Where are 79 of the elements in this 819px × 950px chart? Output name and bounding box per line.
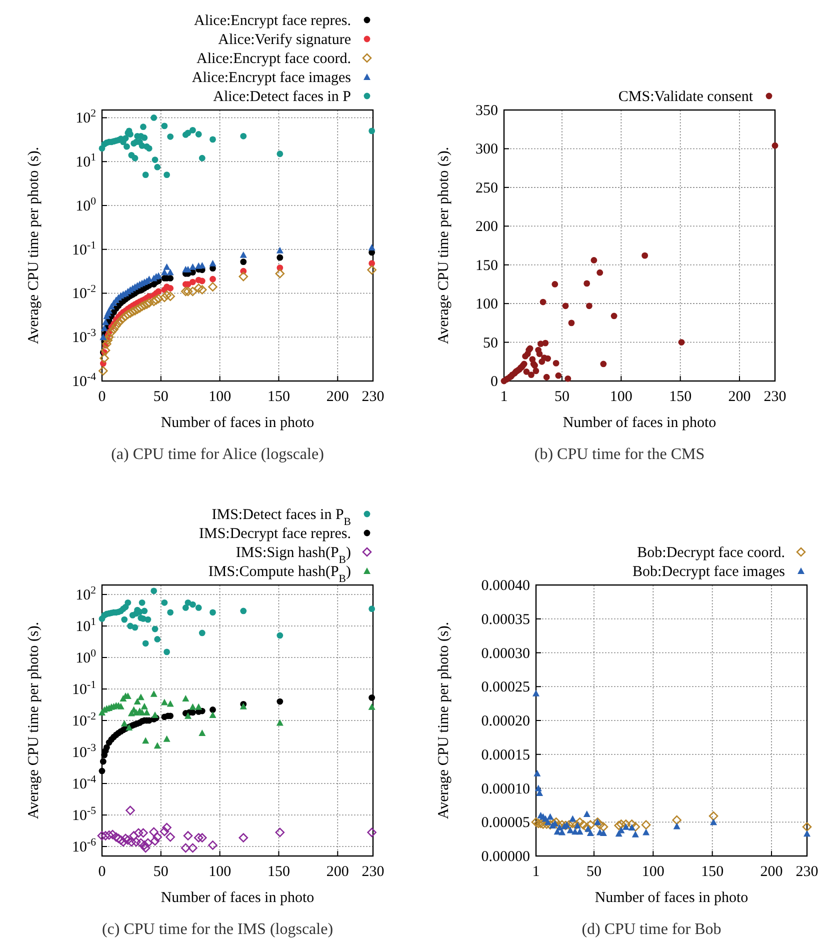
y-tick-label: 10$^{-5}$ <box>72 805 96 824</box>
y-tick-label: 0.00035 <box>481 612 530 628</box>
x-tick-label: 50 <box>554 389 570 405</box>
y-tick-label: 250 <box>476 180 498 196</box>
legend-label: IMS:Compute hash(P$_{B}$) <box>208 564 351 585</box>
y-tick-label: 0.00040 <box>481 578 530 594</box>
y-tick-label: 10$^{0}$ <box>76 195 96 214</box>
y-tick-label: 10$^{-6}$ <box>72 836 97 856</box>
legend-label: IMS:Sign hash(P$_{B}$) <box>236 545 351 566</box>
x-tick-label: 100 <box>208 389 232 405</box>
y-tick-label: 0.00000 <box>481 849 530 865</box>
y-tick-label: 50 <box>483 335 498 352</box>
x-tick-label: 200 <box>760 864 783 880</box>
text: (b) CPU time for the CMS <box>534 446 705 463</box>
y-tick-label: 10$^{2}$ <box>76 584 96 604</box>
x-axis-title: Number of faces in photo <box>594 890 748 906</box>
legend-label: Alice:Verify signature <box>218 32 352 48</box>
y-tick-label: 10$^{-2}$ <box>72 710 96 730</box>
y-tick-label: 10$^{0}$ <box>76 647 96 666</box>
y-axis-title: Average CPU time per photo (s). <box>436 146 452 344</box>
y-axis-title: Average CPU time per photo (s). <box>26 622 42 820</box>
x-axis-title: Number of faces in photo <box>562 415 716 431</box>
x-tick-label: 50 <box>153 864 168 880</box>
legend-label: CMS:Validate consent <box>618 89 754 105</box>
y-tick-label: 350 <box>476 103 498 119</box>
y-tick-label: 10$^{1}$ <box>76 616 96 635</box>
legend-label: Alice:Encrypt face repres. <box>194 13 351 29</box>
x-tick-label: 100 <box>642 864 664 880</box>
legend-label: Alice:Encrypt face coord. <box>196 51 351 67</box>
y-tick-label: 300 <box>476 142 498 158</box>
legend-label: Alice:Encrypt face images <box>192 70 352 86</box>
y-tick-label: 0.00030 <box>481 646 530 662</box>
x-tick-label: 100 <box>610 389 632 405</box>
text: (d) CPU time for Bob <box>582 921 722 938</box>
y-axis-title: Average CPU time per photo (s). <box>436 622 452 820</box>
legend-label: IMS:Detect faces in P$_{B}$ <box>212 507 351 528</box>
x-tick-label: 1 <box>532 864 540 880</box>
y-tick-label: 10$^{-3}$ <box>72 327 96 346</box>
x-tick-label: 1 <box>500 389 508 405</box>
y-tick-label: 10$^{-2}$ <box>72 283 96 302</box>
x-tick-label: 230 <box>362 389 384 405</box>
y-tick-label: 100 <box>476 296 498 313</box>
y-tick-label: 10$^{1}$ <box>76 152 96 171</box>
y-tick-label: 10$^{-4}$ <box>72 371 97 390</box>
x-tick-label: 150 <box>267 389 290 405</box>
x-tick-label: 230 <box>362 864 384 880</box>
text: (a) CPU time for Alice (logscale) <box>111 446 324 463</box>
x-tick-label: 100 <box>208 864 232 880</box>
x-tick-label: 50 <box>153 389 168 405</box>
y-tick-label: 0.00005 <box>481 815 530 832</box>
y-tick-label: 150 <box>476 258 498 274</box>
x-tick-label: 200 <box>326 389 349 405</box>
y-tick-label: 0.00015 <box>481 747 530 764</box>
y-tick-label: 0.00020 <box>481 714 530 730</box>
y-tick-label: 10$^{-4}$ <box>72 774 97 793</box>
y-tick-label: 10$^{-1}$ <box>72 678 96 698</box>
x-tick-label: 150 <box>669 389 692 405</box>
x-tick-label: 50 <box>586 864 602 880</box>
y-tick-label: 0.00010 <box>481 781 530 798</box>
x-axis-title: Number of faces in photo <box>160 890 314 906</box>
y-tick-label: 200 <box>476 219 498 236</box>
legend-label: Alice:Detect faces in P <box>213 89 351 105</box>
x-axis-title: Number of faces in photo <box>160 415 314 431</box>
legend-label: Bob:Decrypt face images <box>632 564 786 580</box>
x-tick-label: 230 <box>764 389 786 405</box>
y-tick-label: 10$^{2}$ <box>76 108 96 127</box>
y-tick-label: 10$^{-1}$ <box>72 239 96 258</box>
x-tick-label: 200 <box>728 389 751 405</box>
y-tick-label: 10$^{-3}$ <box>72 742 96 762</box>
x-tick-label: 200 <box>326 864 349 880</box>
x-tick-label: 150 <box>701 864 724 880</box>
y-axis-title: Average CPU time per photo (s). <box>26 146 42 344</box>
legend-label: Bob:Decrypt face coord. <box>637 545 785 561</box>
x-tick-label: 150 <box>267 864 290 880</box>
y-tick-label: 0 <box>490 374 498 390</box>
y-tick-label: 0.00025 <box>481 680 530 696</box>
text: (c) CPU time for the IMS (logscale) <box>102 921 334 938</box>
legend-label: IMS:Decrypt face repres. <box>198 526 351 542</box>
x-tick-label: 230 <box>796 864 818 880</box>
